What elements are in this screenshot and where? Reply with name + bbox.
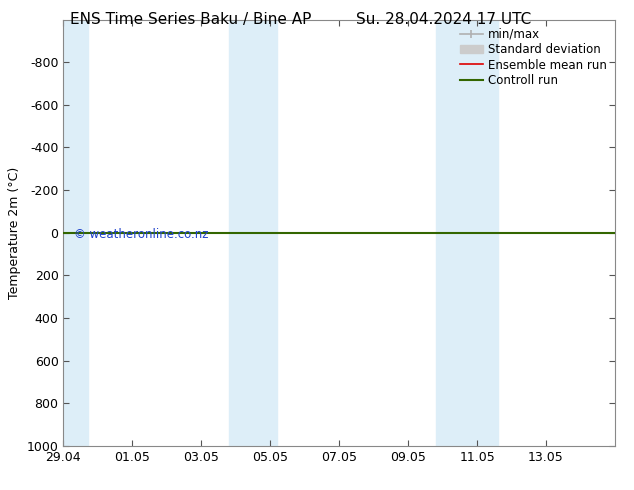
- Text: © weatheronline.co.nz: © weatheronline.co.nz: [74, 227, 209, 241]
- Y-axis label: Temperature 2m (°C): Temperature 2m (°C): [8, 167, 21, 299]
- Legend: min/max, Standard deviation, Ensemble mean run, Controll run: min/max, Standard deviation, Ensemble me…: [455, 23, 611, 92]
- Bar: [436, 20, 498, 446]
- Bar: [60, 20, 87, 446]
- Text: ENS Time Series Baku / Bine AP: ENS Time Series Baku / Bine AP: [70, 12, 311, 27]
- Bar: [229, 20, 277, 446]
- Text: Su. 28.04.2024 17 UTC: Su. 28.04.2024 17 UTC: [356, 12, 531, 27]
